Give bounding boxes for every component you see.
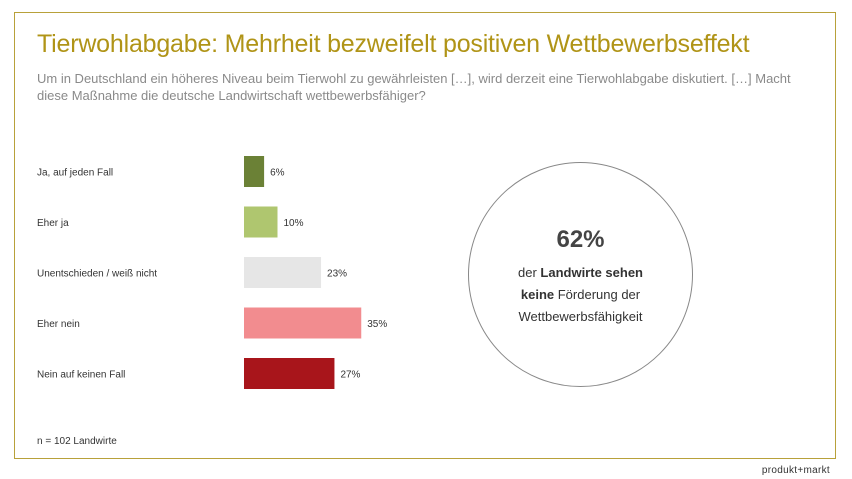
callout-line3: Wettbewerbsfähigkeit [518,309,643,324]
bar [244,307,362,339]
value-label: 6% [270,168,285,179]
callout-circle: 62% der Landwirte sehen keine Förderung … [468,162,693,387]
bar [244,156,265,187]
bar [244,358,335,389]
bar [244,257,322,288]
sample-size-note: n = 102 Landwirte [37,436,117,447]
callout-line2-bold: keine [520,287,555,302]
value-label: 35% [367,319,387,330]
slide-frame [14,12,836,459]
category-label: Eher ja [37,218,69,229]
callout-line1-pre: der [518,265,541,280]
page-title: Tierwohlabgabe: Mehrheit bezweifelt posi… [37,30,750,58]
callout-line1-bold: Landwirte sehen [540,265,643,280]
value-label: 27% [340,370,360,381]
category-label: Nein auf keinen Fall [37,370,125,381]
category-label: Unentschieden / weiß nicht [37,269,157,280]
callout-line2-post: Förderung der [554,287,641,302]
callout-text: der Landwirte sehen keine Förderung der … [488,262,673,328]
callout-percent: 62% [556,226,605,253]
callout-circle-outline [468,162,693,387]
page-subtitle: Um in Deutschland ein höheres Niveau bei… [37,71,791,103]
brand-logo-text: produkt+markt [761,465,830,476]
category-label: Eher nein [37,319,80,330]
category-label: Ja, auf jeden Fall [37,168,113,179]
value-label: 23% [327,269,347,280]
value-label: 10% [284,218,304,229]
bar [244,206,278,238]
